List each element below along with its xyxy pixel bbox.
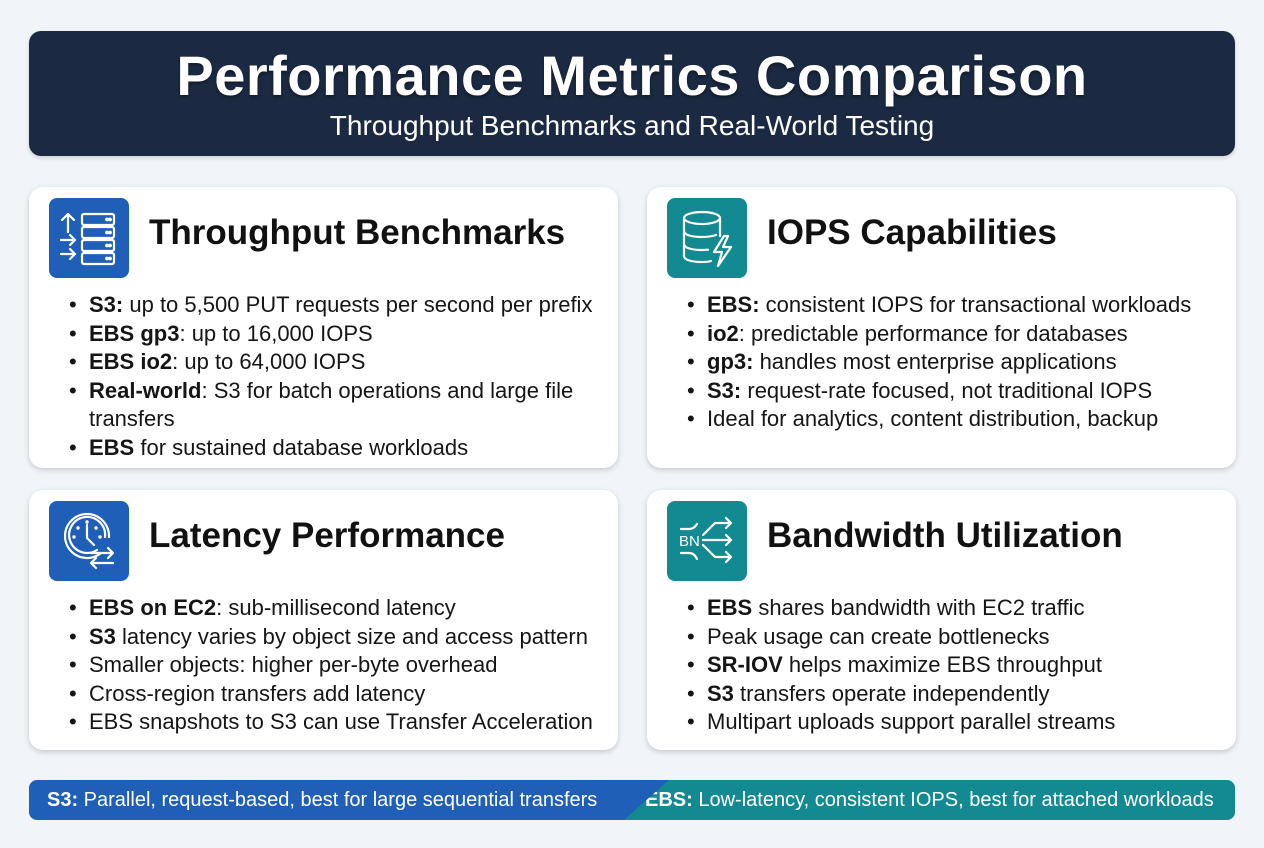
card-title: Throughput Benchmarks (149, 213, 566, 252)
list-item: EBS for sustained database workloads (69, 434, 604, 463)
list-item: SR-IOV helps maximize EBS throughput (687, 651, 1222, 680)
card-title: Bandwidth Utilization (767, 516, 1123, 555)
item-label: EBS on EC2 (89, 595, 217, 620)
item-label: S3: (707, 377, 742, 403)
summary-s3-label: S3: (47, 789, 79, 811)
list-item: gp3: handles most enterprise application… (687, 348, 1222, 377)
list-item: EBS on EC2: sub-millisecond latency (69, 594, 604, 623)
bullet-list: EBS shares bandwidth with EC2 traffic Pe… (687, 594, 1222, 737)
list-item: Peak usage can create bottlenecks (687, 623, 1222, 652)
summary-s3-text: Parallel, request-based, best for large … (78, 789, 598, 811)
item-label: Real-world (89, 377, 202, 403)
item-label: S3 (89, 623, 116, 649)
list-item: S3 latency varies by object size and acc… (69, 623, 604, 652)
item-text: up to 5,500 PUT requests per second per … (123, 292, 593, 317)
item-text: consistent IOPS for transactional worklo… (759, 292, 1192, 317)
list-item: EBS shares bandwidth with EC2 traffic (687, 594, 1222, 623)
list-item: S3 transfers operate independently (687, 680, 1222, 709)
list-item: io2: predictable performance for databas… (687, 320, 1222, 349)
list-item: EBS snapshots to S3 can use Transfer Acc… (69, 708, 604, 737)
summary-ebs-label: EBS: (645, 789, 693, 811)
page-subtitle: Throughput Benchmarks and Real-World Tes… (329, 109, 935, 141)
list-item: Ideal for analytics, content distributio… (687, 405, 1222, 434)
list-item: S3: request-rate focused, not traditiona… (687, 377, 1222, 406)
summary-bar: EBS: Low-latency, consistent IOPS, best … (29, 780, 1235, 820)
item-text: Peak usage can create bottlenecks (707, 623, 1050, 649)
item-text: : sub-millisecond latency (216, 595, 456, 620)
item-label: S3: (89, 292, 124, 317)
item-text: Smaller objects: higher per-byte overhea… (89, 652, 498, 678)
server-throughput-icon (49, 198, 129, 278)
item-text: : S3 for batch operations and large file… (89, 377, 574, 432)
item-text: helps maximize EBS throughput (782, 652, 1102, 678)
list-item: EBS gp3: up to 16,000 IOPS (69, 320, 604, 349)
list-item: Real-world: S3 for batch operations and … (69, 377, 604, 434)
item-text: : up to 64,000 IOPS (172, 349, 366, 375)
card-throughput-benchmarks: Throughput Benchmarks S3: up to 5,500 PU… (29, 187, 618, 468)
card-iops-capabilities: IOPS Capabilities EBS: consistent IOPS f… (647, 187, 1236, 468)
clock-transfer-icon (49, 501, 129, 581)
bullet-list: EBS on EC2: sub-millisecond latency S3 l… (69, 594, 604, 737)
list-item: S3: up to 5,500 PUT requests per second … (69, 291, 604, 320)
item-label: gp3: (707, 349, 754, 375)
list-item: Multipart uploads support parallel strea… (687, 708, 1222, 737)
database-lightning-icon (667, 198, 747, 278)
card-title: IOPS Capabilities (767, 213, 1057, 252)
item-text: transfers operate independently (733, 680, 1050, 706)
item-label: io2 (707, 320, 739, 346)
svg-text:BN: BN (679, 533, 700, 550)
item-text: latency varies by object size and access… (115, 623, 588, 649)
item-label: EBS (89, 434, 135, 460)
item-label: EBS (707, 595, 753, 620)
item-label: EBS: (707, 292, 760, 317)
list-item: Smaller objects: higher per-byte overhea… (69, 651, 604, 680)
item-text: request-rate focused, not traditional IO… (741, 377, 1153, 403)
list-item: EBS: consistent IOPS for transactional w… (687, 291, 1222, 320)
list-item: Cross-region transfers add latency (69, 680, 604, 709)
card-title: Latency Performance (149, 516, 505, 555)
item-text: shares bandwidth with EC2 traffic (752, 595, 1085, 620)
summary-ebs-text: Low-latency, consistent IOPS, best for a… (692, 789, 1214, 811)
bullet-list: S3: up to 5,500 PUT requests per second … (69, 291, 604, 463)
item-text: EBS snapshots to S3 can use Transfer Acc… (89, 709, 593, 735)
item-text: handles most enterprise applications (753, 349, 1117, 375)
list-item: EBS io2: up to 64,000 IOPS (69, 348, 604, 377)
item-text: : up to 16,000 IOPS (179, 320, 373, 346)
item-label: EBS io2 (89, 349, 173, 375)
item-label: EBS gp3 (89, 320, 180, 346)
item-text: : predictable performance for databases (738, 320, 1128, 346)
header-banner: Performance Metrics Comparison Throughpu… (29, 31, 1235, 156)
item-text: for sustained database workloads (134, 434, 469, 460)
item-label: S3 (707, 680, 734, 706)
card-latency-performance: Latency Performance EBS on EC2: sub-mill… (29, 490, 618, 750)
summary-ebs: EBS: Low-latency, consistent IOPS, best … (615, 780, 1235, 820)
item-text: Ideal for analytics, content distributio… (707, 406, 1159, 432)
item-text: Cross-region transfers add latency (89, 680, 426, 706)
bandwidth-split-icon: BN (667, 501, 747, 581)
card-bandwidth-utilization: BN Bandwidth Utilization EBS shares band… (647, 490, 1236, 750)
summary-s3: S3: Parallel, request-based, best for la… (29, 780, 669, 820)
bullet-list: EBS: consistent IOPS for transactional w… (687, 291, 1222, 434)
item-label: SR-IOV (707, 652, 783, 678)
page-title: Performance Metrics Comparison (176, 43, 1088, 107)
item-text: Multipart uploads support parallel strea… (707, 709, 1116, 735)
